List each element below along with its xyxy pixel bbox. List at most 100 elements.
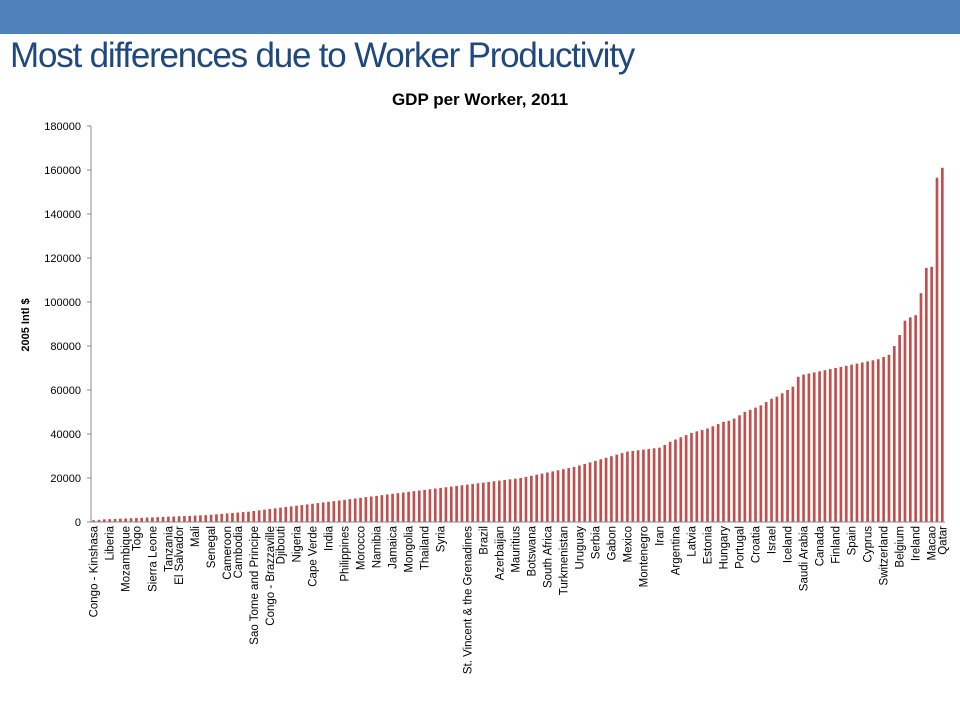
bar bbox=[140, 517, 144, 522]
x-tick-label: Sierra Leone bbox=[147, 526, 159, 592]
bar bbox=[476, 483, 480, 522]
bar bbox=[396, 493, 400, 522]
bar bbox=[103, 519, 106, 522]
bar bbox=[236, 512, 240, 522]
bar bbox=[300, 505, 304, 522]
x-tick-label: Cambodia bbox=[233, 525, 245, 578]
x-tick-label: Spain bbox=[847, 526, 859, 555]
y-tick-label: 100000 bbox=[44, 297, 81, 309]
bar bbox=[791, 386, 795, 522]
bar bbox=[524, 476, 528, 522]
bar bbox=[540, 473, 544, 522]
bar bbox=[369, 496, 373, 522]
x-tick-label: Portugal bbox=[735, 526, 747, 569]
bar bbox=[941, 167, 944, 523]
bar bbox=[796, 376, 800, 522]
bar bbox=[460, 485, 464, 522]
x-tick-label: Philippines bbox=[340, 526, 352, 582]
x-tick-label: Iran bbox=[654, 526, 666, 546]
bar bbox=[108, 519, 112, 522]
bar bbox=[407, 491, 410, 522]
bar bbox=[268, 509, 272, 522]
bar bbox=[908, 317, 912, 522]
bar bbox=[594, 460, 597, 522]
bar bbox=[135, 518, 138, 522]
bar bbox=[508, 479, 512, 522]
bar bbox=[321, 502, 325, 522]
bar bbox=[738, 415, 741, 522]
x-tick-label: India bbox=[324, 525, 336, 551]
bar bbox=[167, 516, 170, 522]
bar bbox=[844, 365, 848, 522]
x-tick-label: Mozambique bbox=[121, 526, 133, 592]
bar bbox=[620, 453, 624, 522]
bar bbox=[252, 511, 256, 522]
x-tick-label: Argentina bbox=[670, 525, 682, 575]
bar bbox=[481, 482, 485, 522]
bar bbox=[919, 293, 923, 522]
y-tick-label: 60000 bbox=[50, 385, 81, 397]
y-tick-label: 80000 bbox=[50, 341, 81, 353]
bar bbox=[764, 402, 768, 522]
bar bbox=[684, 435, 688, 522]
bar bbox=[449, 486, 453, 522]
bar bbox=[546, 472, 549, 522]
bar bbox=[465, 484, 469, 522]
bar bbox=[204, 515, 208, 522]
x-tick-label: Togo bbox=[131, 526, 143, 551]
bar bbox=[818, 371, 821, 522]
bar bbox=[732, 418, 736, 522]
bar bbox=[241, 512, 245, 522]
x-tick-label: Azerbaijan bbox=[494, 526, 506, 580]
bar bbox=[113, 518, 117, 522]
bar bbox=[311, 503, 314, 522]
x-tick-label: Mongolia bbox=[404, 525, 416, 572]
x-tick-label: Congo - Kinshasa bbox=[89, 525, 101, 617]
bar bbox=[215, 514, 218, 522]
bar bbox=[156, 517, 160, 522]
slide-title: Most differences due to Worker Productiv… bbox=[10, 36, 635, 75]
x-tick-label: Canada bbox=[815, 525, 827, 566]
bar bbox=[679, 437, 683, 522]
bars-group bbox=[92, 167, 944, 523]
bar bbox=[412, 491, 416, 522]
bar bbox=[567, 468, 571, 522]
bar bbox=[514, 478, 517, 522]
bar bbox=[674, 439, 677, 522]
bar bbox=[332, 501, 336, 522]
x-tick-label: Botswana bbox=[526, 525, 538, 576]
bar bbox=[876, 359, 880, 522]
bar bbox=[519, 478, 522, 522]
bar bbox=[231, 512, 234, 522]
bar bbox=[119, 518, 122, 522]
bar bbox=[887, 354, 891, 522]
x-tick-label: Turkmenistan bbox=[558, 526, 570, 595]
bar bbox=[770, 398, 773, 522]
bar bbox=[812, 372, 816, 522]
bar bbox=[92, 520, 95, 522]
bar bbox=[188, 515, 192, 522]
bar bbox=[247, 511, 250, 522]
bar bbox=[690, 432, 693, 522]
bar bbox=[663, 445, 667, 522]
bar bbox=[487, 481, 490, 522]
bar bbox=[802, 374, 805, 522]
bar bbox=[914, 315, 917, 522]
x-tick-label: Cape Verde bbox=[308, 526, 320, 587]
bar bbox=[599, 459, 603, 522]
x-tick-label: St. Vincent & the Grenadines bbox=[462, 526, 474, 674]
bar bbox=[834, 368, 837, 522]
bar bbox=[882, 357, 885, 522]
x-tick-label: Switzerland bbox=[879, 526, 891, 585]
x-tick-label: Serbia bbox=[590, 525, 602, 559]
x-tick-label: Jamaica bbox=[388, 525, 400, 568]
x-tick-label: Hungary bbox=[718, 526, 730, 570]
bar bbox=[700, 430, 704, 522]
bar bbox=[631, 450, 635, 522]
bar bbox=[823, 370, 827, 522]
bar bbox=[183, 516, 186, 522]
y-tick-label: 180000 bbox=[44, 121, 81, 133]
x-tick-label: Sao Tome and Principe bbox=[249, 526, 261, 645]
bar bbox=[433, 488, 437, 522]
